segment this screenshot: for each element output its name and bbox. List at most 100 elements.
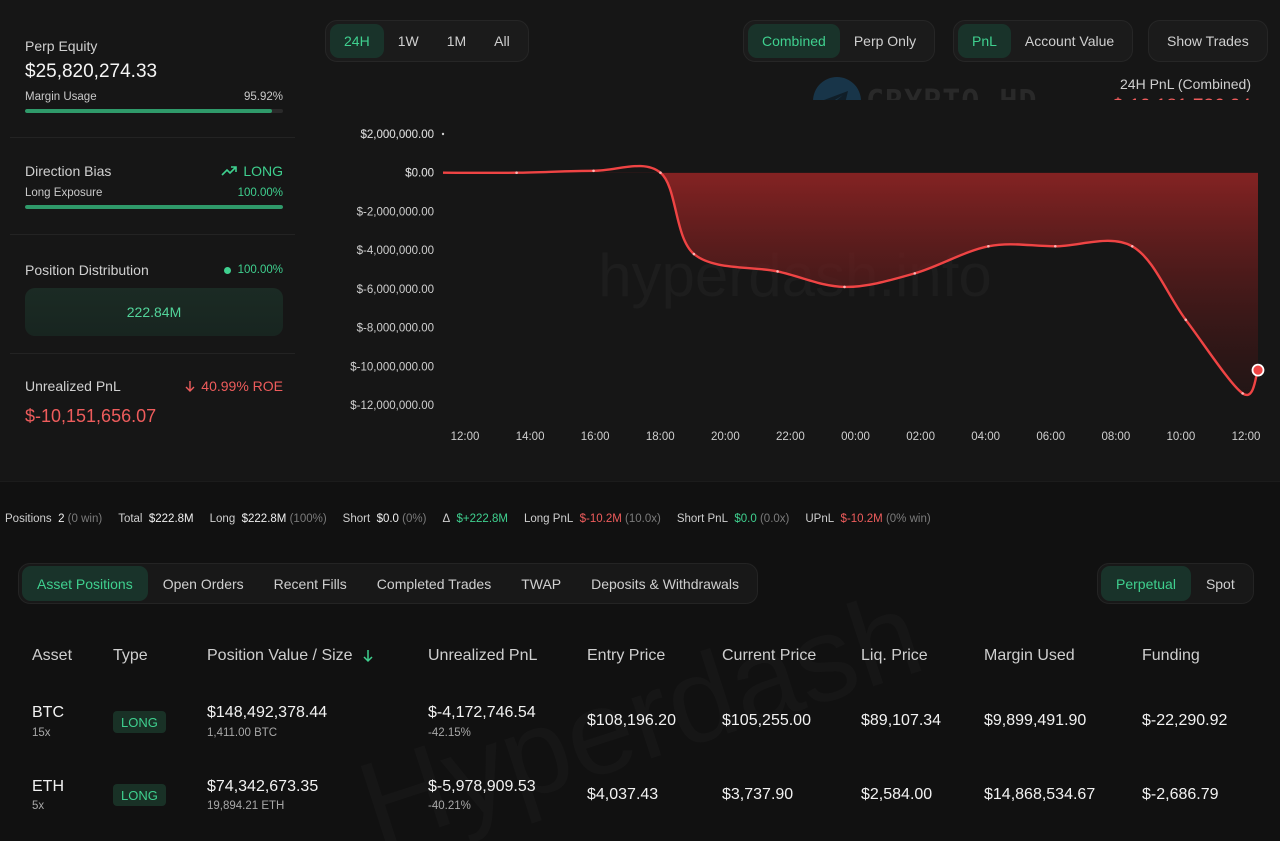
mode-tab-perp-only[interactable]: Perp Only <box>853 33 917 49</box>
x-tick-label: 06:00 <box>1036 431 1065 443</box>
header-current-price[interactable]: Current Price <box>722 647 817 664</box>
long-exposure-fill <box>25 205 283 209</box>
y-tick-label: $-8,000,000.00 <box>357 323 434 335</box>
unrealized-pnl-value: $-10,151,656.07 <box>25 406 157 426</box>
header-type[interactable]: Type <box>113 647 148 664</box>
y-tick-label: $0.00 <box>405 168 434 180</box>
stat-long-label: Long <box>209 513 236 525</box>
header-unrealized-pnl[interactable]: Unrealized PnL <box>428 647 538 664</box>
header-position-value[interactable]: Position Value / Size <box>207 647 374 665</box>
unrealized-section: Unrealized PnL 40.99% ROE $-10,151,656.0… <box>10 378 295 448</box>
tab-twap[interactable]: TWAP <box>521 575 562 592</box>
stat-long-value: $222.8M <box>241 513 287 525</box>
distribution-long-block[interactable]: 222.84M <box>25 288 283 336</box>
row-unrealized-pnl: $-5,978,909.53 <box>428 778 536 795</box>
mode-tab-combined[interactable]: Combined <box>748 24 840 58</box>
margin-usage-label: Margin Usage <box>25 91 97 103</box>
x-tick-label: 02:00 <box>906 431 935 443</box>
equity-section: Perp Equity $25,820,274.33 Margin Usage … <box>10 38 295 138</box>
x-tick-label: 14:00 <box>516 431 545 443</box>
direction-bias-value: LONG <box>221 163 283 179</box>
pnl-point <box>515 171 518 175</box>
pnl-point <box>913 272 917 275</box>
equity-value: $25,820,274.33 <box>25 61 158 82</box>
header-entry-price[interactable]: Entry Price <box>587 647 666 664</box>
range-tabs: 24H 1W 1M All <box>325 20 529 62</box>
row-type-badge: LONG <box>113 711 166 733</box>
metric-tab-account-value[interactable]: Account Value <box>1024 33 1115 49</box>
stat-long-pct: (100%) <box>289 513 327 525</box>
row-asset[interactable]: ETH <box>32 778 64 795</box>
pnl-summary-label: 24H PnL (Combined) <box>1120 76 1251 92</box>
metric-tab-pnl[interactable]: PnL <box>958 24 1011 58</box>
stat-positions-label: Positions <box>5 513 52 525</box>
pnl-point <box>692 252 696 256</box>
range-tab-24h[interactable]: 24H <box>330 24 384 58</box>
range-tab-1w[interactable]: 1W <box>397 33 419 49</box>
stat-long-pnl: Long PnL $-10.2M (10.0x) <box>524 513 661 525</box>
row-unrealized-pnl-pct: -40.21% <box>428 800 471 812</box>
positions-stats-bar: Positions 2 (0 win) Total $222.8M Long $… <box>5 513 947 525</box>
metric-tabs: PnL Account Value <box>953 20 1134 62</box>
sort-down-icon <box>363 650 373 663</box>
pnl-point <box>776 270 779 273</box>
range-tab-1m[interactable]: 1M <box>446 33 467 49</box>
market-tabs: Perpetual Spot <box>1097 563 1254 604</box>
pnl-point <box>1184 318 1188 322</box>
y-axis-top-dot <box>441 132 445 136</box>
row-entry-price: $4,037.43 <box>587 786 659 803</box>
row-unrealized-pnl-pct: -42.15% <box>428 727 471 739</box>
direction-bias-label: Direction Bias <box>25 163 112 179</box>
stat-short-pnl-lev: (0.0x) <box>759 513 790 525</box>
header-margin-used[interactable]: Margin Used <box>984 647 1075 664</box>
pnl-point <box>1053 244 1057 248</box>
stat-upnl-label: UPnL <box>805 513 835 525</box>
position-tabs: Asset Positions Open Orders Recent Fills… <box>18 563 758 604</box>
row-liq-price: $89,107.34 <box>861 712 942 729</box>
stat-delta: Δ $+222.8M <box>442 513 508 525</box>
pnl-point <box>659 171 662 175</box>
stat-long-pnl-lev: (10.0x) <box>625 513 661 525</box>
header-liq-price[interactable]: Liq. Price <box>861 647 928 664</box>
row-asset[interactable]: BTC <box>32 704 64 721</box>
row-type-badge: LONG <box>113 784 166 806</box>
x-tick-label: 08:00 <box>1101 431 1130 443</box>
pnl-area-fill <box>443 166 1258 395</box>
y-tick-label: $2,000,000.00 <box>360 129 434 141</box>
tab-open-orders[interactable]: Open Orders <box>162 575 244 592</box>
stat-upnl-value: $-10.2M <box>840 513 883 525</box>
y-tick-label: $-12,000,000.00 <box>350 400 434 412</box>
row-funding: $-22,290.92 <box>1142 712 1228 729</box>
stat-total-value: $222.8M <box>148 513 194 525</box>
position-distribution-pct: 100.00% <box>237 264 283 276</box>
tab-asset-positions[interactable]: Asset Positions <box>22 566 148 601</box>
pnl-chart[interactable]: hyperdash.info$2,000,000.00$0.00$-2,000,… <box>0 0 1280 482</box>
stat-short-pnl: Short PnL $0.0 (0.0x) <box>677 513 790 525</box>
pnl-point <box>843 285 846 289</box>
tab-deposits-withdrawals[interactable]: Deposits & Withdrawals <box>591 575 739 592</box>
long-exposure-label: Long Exposure <box>25 187 103 199</box>
tab-recent-fills[interactable]: Recent Fills <box>273 575 347 592</box>
equity-label: Perp Equity <box>25 38 98 54</box>
stat-short-pct: (0%) <box>402 513 427 525</box>
tab-spot[interactable]: Spot <box>1205 575 1235 592</box>
account-summary: Perp Equity $25,820,274.33 Margin Usage … <box>0 0 300 482</box>
show-trades-button[interactable]: Show Trades <box>1167 33 1249 49</box>
stat-short-pnl-label: Short PnL <box>676 513 728 525</box>
tab-perpetual[interactable]: Perpetual <box>1101 566 1191 601</box>
row-funding: $-2,686.79 <box>1142 786 1219 803</box>
direction-bias-text: LONG <box>243 163 283 179</box>
stat-long: Long $222.8M (100%) <box>210 513 327 525</box>
row-liq-price: $2,584.00 <box>861 786 933 803</box>
range-tab-all[interactable]: All <box>494 33 510 49</box>
header-asset[interactable]: Asset <box>32 647 73 664</box>
y-tick-label: $2,000,000.00 <box>360 129 434 141</box>
y-tick-label: $0.00 <box>405 168 434 180</box>
tab-completed-trades[interactable]: Completed Trades <box>376 575 492 592</box>
header-funding[interactable]: Funding <box>1142 647 1200 664</box>
row-current-price: $3,737.90 <box>722 786 794 803</box>
roe-value: 40.99% ROE <box>185 378 283 394</box>
position-distribution-value: 100.00% <box>223 264 283 276</box>
x-tick-label: 04:00 <box>971 431 1000 443</box>
row-position-size: 19,894.21 ETH <box>207 800 285 812</box>
